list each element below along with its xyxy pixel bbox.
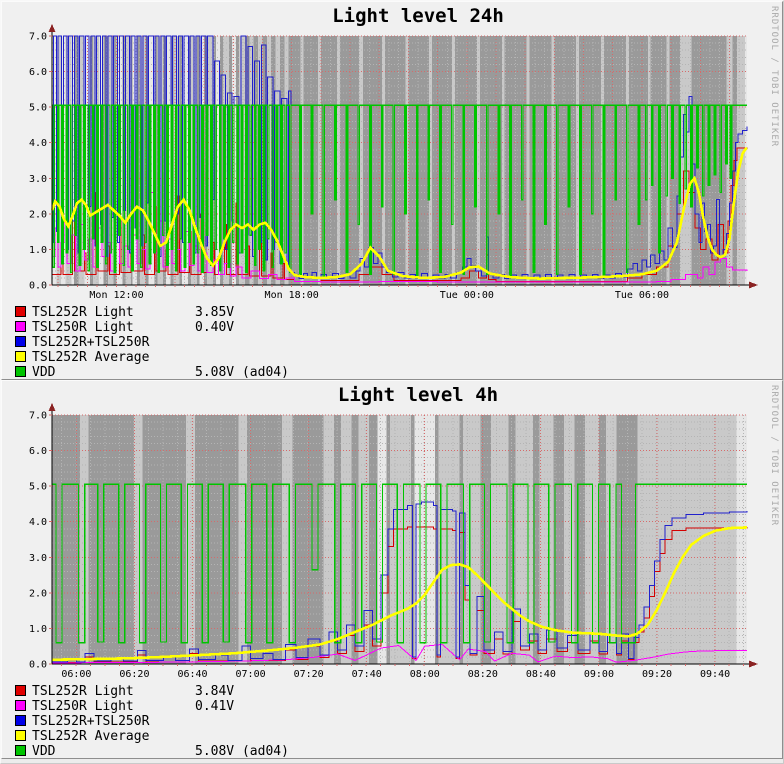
chart-canvas-4h: 06:00 06:20 06:40 07:00 07:20 07:40 08:00 08:20…: [29, 403, 758, 680]
legend-24h: TSL252R Light 3.85V TSL250R Light 0.40V TSL2…: [15, 305, 755, 380]
legend-row: TSL252R Light 3.85V: [15, 305, 755, 320]
svg-text:0.0: 0.0: [29, 281, 47, 292]
svg-text:07:20: 07:20: [294, 669, 324, 680]
svg-text:Tue 00:00: Tue 00:00: [440, 290, 494, 301]
svg-text:06:40: 06:40: [177, 669, 207, 680]
svg-text:06:00: 06:00: [61, 669, 91, 680]
legend-series-value: 3.84V: [195, 684, 235, 699]
legend-row: TSL250R Light 0.41V: [15, 699, 755, 714]
legend-series-value: 5.08V (ad04): [195, 365, 289, 380]
legend-4h: TSL252R Light 3.84V TSL250R Light 0.41V TSL2…: [15, 684, 755, 759]
svg-text:6.0: 6.0: [29, 67, 47, 78]
svg-text:Mon 18:00: Mon 18:00: [265, 290, 319, 301]
legend-swatch: [15, 321, 26, 332]
svg-text:5.0: 5.0: [29, 103, 47, 114]
svg-text:1.0: 1.0: [29, 624, 47, 635]
legend-swatch: [15, 700, 26, 711]
rrdtool-watermark: RRDTOOL / TOBI OETIKER: [769, 6, 779, 148]
legend-swatch: [15, 685, 26, 696]
legend-row: TSL252R Average: [15, 350, 755, 365]
legend-row: VDD 5.08V (ad04): [15, 744, 755, 759]
svg-text:2.0: 2.0: [29, 588, 47, 599]
legend-swatch: [15, 306, 26, 317]
svg-text:7.0: 7.0: [29, 411, 47, 422]
legend-series-label: TSL250R Light: [32, 320, 134, 335]
legend-swatch: [15, 366, 26, 377]
legend-swatch: [15, 351, 26, 362]
legend-swatch: [15, 730, 26, 741]
light-level-4h-graph: 06:00 06:20 06:40 07:00 07:20 07:40 08:00 08:20…: [1, 380, 783, 759]
svg-text:4.0: 4.0: [29, 138, 47, 149]
rrdtool-watermark: RRDTOOL / TOBI OETIKER: [769, 385, 779, 527]
svg-text:09:20: 09:20: [642, 669, 672, 680]
light-level-24h-graph: Mon 12:00 Mon 18:00 Tue 00:00 Tue 06:00 0.0 1…: [1, 1, 783, 380]
legend-row: TSL252R Average: [15, 729, 755, 744]
legend-series-label: TSL252R Light: [32, 684, 134, 699]
svg-text:7.0: 7.0: [29, 32, 47, 43]
svg-text:0.0: 0.0: [29, 660, 47, 671]
legend-row: TSL252R+TSL250R: [15, 335, 755, 350]
legend-series-label: TSL252R Average: [32, 350, 150, 365]
svg-text:09:00: 09:00: [584, 669, 614, 680]
svg-text:2.0: 2.0: [29, 209, 47, 220]
svg-text:08:40: 08:40: [526, 669, 556, 680]
legend-swatch: [15, 715, 26, 726]
svg-text:07:00: 07:00: [236, 669, 266, 680]
legend-series-value: 3.85V: [195, 305, 235, 320]
svg-text:4.0: 4.0: [29, 517, 47, 528]
legend-row: TSL252R Light 3.84V: [15, 684, 755, 699]
legend-series-label: TSL252R+TSL250R: [32, 714, 150, 729]
legend-series-label: TSL252R Average: [32, 729, 150, 744]
svg-text:08:00: 08:00: [410, 669, 440, 680]
legend-series-label: VDD: [32, 365, 56, 380]
legend-row: TSL252R+TSL250R: [15, 714, 755, 729]
svg-text:06:20: 06:20: [119, 669, 149, 680]
legend-series-label: TSL250R Light: [32, 699, 134, 714]
svg-text:Tue 06:00: Tue 06:00: [615, 290, 669, 301]
legend-series-label: VDD: [32, 744, 56, 759]
legend-series-value: 0.40V: [195, 320, 235, 335]
legend-row: TSL250R Light 0.40V: [15, 320, 755, 335]
svg-text:3.0: 3.0: [29, 553, 47, 564]
svg-text:09:40: 09:40: [700, 669, 730, 680]
chart-canvas-24h: Mon 12:00 Mon 18:00 Tue 00:00 Tue 06:00 0.0 1…: [29, 24, 758, 301]
legend-series-value: 5.08V (ad04): [195, 744, 289, 759]
legend-series-label: TSL252R Light: [32, 305, 134, 320]
svg-text:07:40: 07:40: [352, 669, 382, 680]
svg-text:3.0: 3.0: [29, 174, 47, 185]
legend-row: VDD 5.08V (ad04): [15, 365, 755, 380]
legend-series-label: TSL252R+TSL250R: [32, 335, 150, 350]
svg-text:Mon 12:00: Mon 12:00: [89, 290, 143, 301]
legend-swatch: [15, 745, 26, 756]
svg-text:08:20: 08:20: [468, 669, 498, 680]
svg-text:6.0: 6.0: [29, 446, 47, 457]
chart-title-4h: Light level 4h: [337, 384, 499, 406]
chart-title-24h: Light level 24h: [332, 5, 504, 27]
legend-swatch: [15, 336, 26, 347]
svg-text:1.0: 1.0: [29, 245, 47, 256]
svg-text:5.0: 5.0: [29, 482, 47, 493]
legend-series-value: 0.41V: [195, 699, 235, 714]
